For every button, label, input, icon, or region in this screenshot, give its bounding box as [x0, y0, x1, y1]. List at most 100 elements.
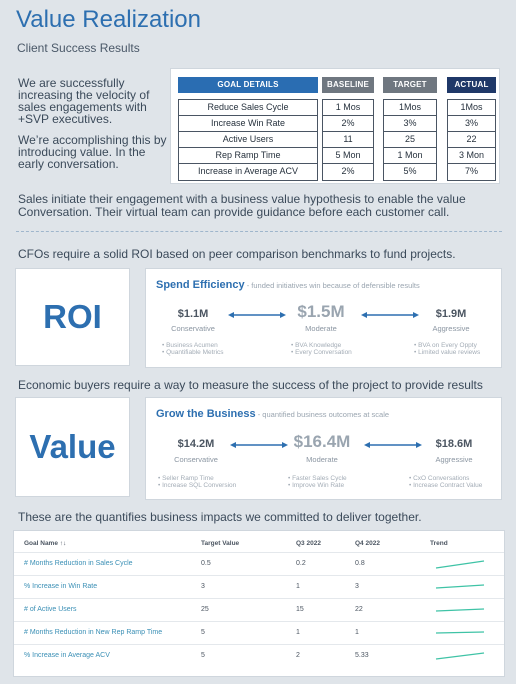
baseline-cell: 2%: [341, 166, 355, 176]
q4-value: 3: [355, 583, 359, 590]
roi-moderate-label: Moderate: [305, 324, 337, 333]
grow-business-heading: Grow the Business - quantified business …: [156, 404, 389, 422]
roi-conservative-label: Conservative: [171, 324, 215, 333]
goal-cell: Increase in Average ACV: [198, 166, 298, 176]
value-aggressive-value: $18.6M: [435, 438, 473, 450]
actual-cell: 22: [448, 132, 495, 148]
target-cell: 3%: [384, 116, 436, 132]
target-cell: 5%: [403, 166, 417, 176]
target-value: 25: [201, 606, 209, 613]
goal-column: Reduce Sales Cycle Increase Win Rate Act…: [178, 99, 318, 181]
roi-aggressive-value: $1.9M: [435, 308, 467, 320]
goal-name-link[interactable]: % Increase in Win Rate: [24, 583, 98, 590]
target-column: 1Mos 3% 25 1 Mon 5%: [383, 99, 437, 181]
target-value: 5: [201, 652, 205, 659]
trend-sparkline: [435, 560, 485, 569]
target-value: 3: [201, 583, 205, 590]
goal-cell: Rep Ramp Time: [179, 148, 317, 164]
actual-cell: 3%: [448, 116, 495, 132]
spend-efficiency-title: Spend Efficiency: [156, 279, 245, 291]
impact-intro-text: These are the quantifies business impact…: [18, 510, 422, 524]
q3-value: 1: [296, 629, 300, 636]
actual-column: 1Mos 3% 22 3 Mon 7%: [447, 99, 496, 181]
intro-text: We are successfully increasing the veloc…: [18, 77, 168, 170]
q4-value: 0.8: [355, 560, 365, 567]
roi-intro-text: CFOs require a solid ROI based on peer c…: [18, 247, 456, 261]
actual-cell: 7%: [464, 166, 478, 176]
q4-column-header: Q4 2022: [355, 540, 380, 547]
actual-header: ACTUAL: [447, 77, 496, 93]
table-row: # of Active Users 25 15 22: [14, 598, 504, 621]
goal-details-table: GOAL DETAILS BASELINE TARGET ACTUAL Redu…: [170, 68, 500, 184]
roi-conservative-notes: • Business Acumen • Quantifiable Metrics: [162, 342, 224, 356]
roi-box: ROI: [15, 268, 130, 366]
target-cell: 1 Mon: [384, 148, 436, 164]
target-cell: 25: [384, 132, 436, 148]
intro-paragraph-2: We’re accomplishing this by introducing …: [18, 133, 167, 171]
target-value-column-header: Target Value: [201, 540, 240, 547]
target-cell: 1Mos: [384, 100, 436, 116]
value-box: Value: [15, 397, 130, 497]
goal-name-link[interactable]: # Months Reduction in Sales Cycle: [24, 560, 133, 567]
table-row: % Increase in Win Rate 3 1 3: [14, 575, 504, 598]
goal-name-link[interactable]: # Months Reduction in New Rep Ramp Time: [24, 629, 163, 636]
baseline-cell: 5 Mon: [323, 148, 373, 164]
value-aggressive-label: Aggressive: [435, 455, 473, 464]
q4-value: 5.33: [355, 652, 369, 659]
baseline-cell: 2%: [323, 116, 373, 132]
goal-details-header: GOAL DETAILS: [178, 77, 318, 93]
target-value: 5: [201, 629, 205, 636]
goal-cell: Reduce Sales Cycle: [179, 100, 317, 116]
value-moderate-label: Moderate: [306, 455, 338, 464]
q4-value: 1: [355, 629, 359, 636]
double-arrow-icon: [228, 312, 286, 318]
baseline-cell: 11: [323, 132, 373, 148]
q3-value: 0.2: [296, 560, 306, 567]
value-moderate-notes: • Faster Sales Cycle • Improve Win Rate: [288, 475, 347, 489]
roi-aggressive-notes: • BVA on Every Oppty • Limited value revi…: [414, 342, 481, 356]
section-divider: [16, 231, 502, 232]
value-intro-text: Economic buyers require a way to measure…: [18, 378, 483, 392]
roi-conservative-value: $1.1M: [177, 308, 209, 320]
spend-efficiency-subtitle: - funded initiatives win because of defe…: [244, 281, 420, 290]
trend-sparkline: [435, 584, 485, 589]
q3-value: 2: [296, 652, 300, 659]
roi-moderate-notes: • BVA Knowledge • Every Conversation: [291, 342, 352, 356]
value-conservative-label: Conservative: [174, 455, 218, 464]
table-row: # Months Reduction in New Rep Ramp Time …: [14, 621, 504, 644]
baseline-column: 1 Mos 2% 11 5 Mon 2%: [322, 99, 374, 181]
q3-column-header: Q3 2022: [296, 540, 321, 547]
trend-column-header: Trend: [430, 540, 448, 547]
double-arrow-icon: [364, 442, 422, 448]
goal-name-link[interactable]: % Increase in Average ACV: [24, 652, 110, 659]
roi-aggressive-label: Aggressive: [432, 324, 470, 333]
grow-business-subtitle: - quantified business outcomes at scale: [255, 410, 390, 419]
baseline-cell: 1 Mos: [323, 100, 373, 116]
roi-moderate-value: $1.5M: [297, 302, 345, 321]
double-arrow-icon: [361, 312, 419, 318]
target-value: 0.5: [201, 560, 211, 567]
actual-cell: 1Mos: [448, 100, 495, 116]
page-title: Value Realization: [16, 6, 202, 33]
impact-table: Goal Name ↑↓ Target Value Q3 2022 Q4 202…: [13, 530, 505, 677]
table-row: # Months Reduction in Sales Cycle 0.5 0.…: [14, 552, 504, 575]
sales-engagement-text: Sales initiate their engagement with a b…: [18, 192, 466, 219]
grow-business-title: Grow the Business: [156, 408, 256, 420]
value-conservative-notes: • Seller Ramp Time • Increase SQL Convers…: [158, 475, 237, 489]
goal-cell: Active Users: [179, 132, 317, 148]
value-moderate-value: $16.4M: [293, 432, 351, 451]
q3-value: 1: [296, 583, 300, 590]
q4-value: 22: [355, 606, 363, 613]
spend-efficiency-heading: Spend Efficiency - funded initiatives wi…: [156, 275, 420, 293]
intro-paragraph-1: We are successfully increasing the veloc…: [18, 76, 150, 126]
actual-cell: 3 Mon: [448, 148, 495, 164]
value-aggressive-notes: • CxO Conversations • Increase Contract V…: [409, 475, 483, 489]
trend-sparkline: [435, 631, 485, 634]
goal-name-link[interactable]: # of Active Users: [24, 606, 77, 613]
baseline-header: BASELINE: [322, 77, 374, 93]
page-subtitle: Client Success Results: [17, 41, 140, 55]
trend-sparkline: [435, 608, 485, 612]
trend-sparkline: [435, 652, 485, 660]
q3-value: 15: [296, 606, 304, 613]
goal-name-column-header[interactable]: Goal Name ↑↓: [24, 540, 67, 547]
